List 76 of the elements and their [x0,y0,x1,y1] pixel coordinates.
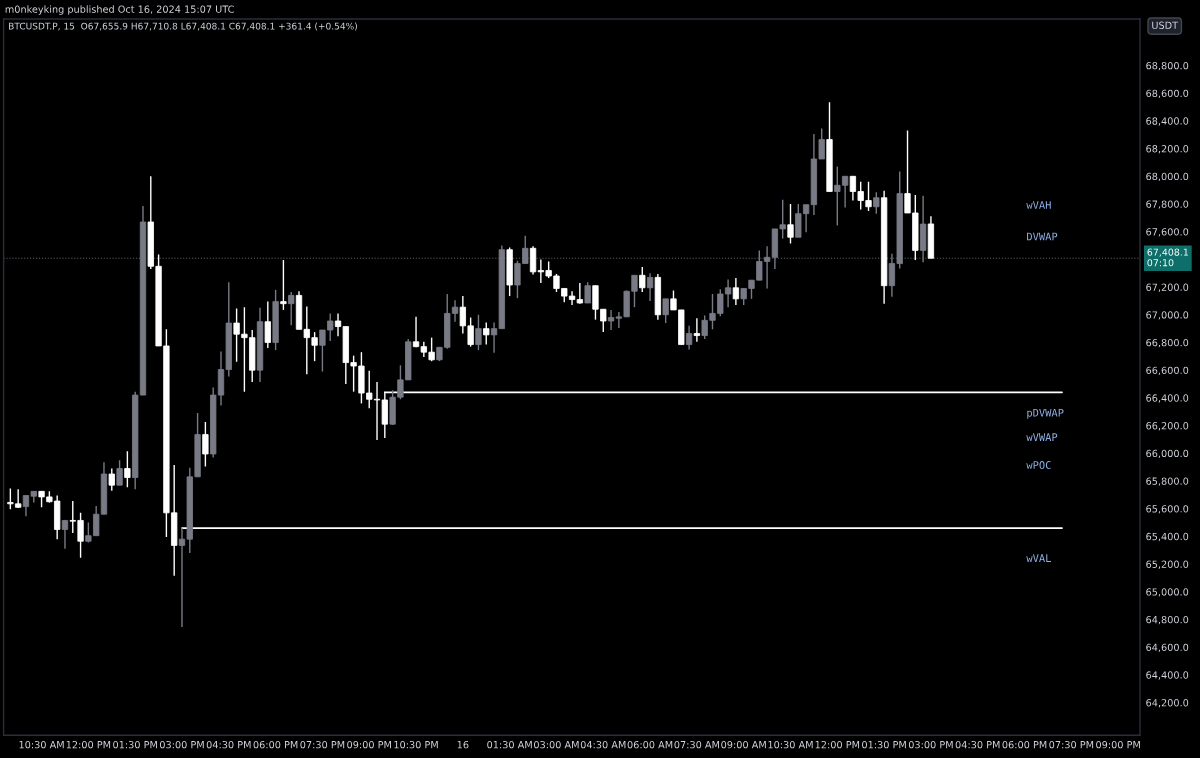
x-tick-label: 06:00 PM [253,740,298,749]
candlestick [280,259,287,311]
x-tick-label: 01:30 AM [487,740,532,749]
annotation: DVWAP [1027,232,1058,241]
y-tick-label: 64,200.0 [1146,699,1189,708]
y-tick-label: 65,000.0 [1146,588,1189,597]
y-tick-label: 66,400.0 [1146,394,1189,403]
y-tick-label: 68,000.0 [1146,172,1189,182]
x-tick-label: 10:30 PM [394,740,438,749]
candlestick [108,467,115,492]
candlestick [475,314,482,351]
y-tick-label: 66,800.0 [1146,338,1189,348]
candlestick [584,281,591,304]
annotation: wVWAP [1026,433,1058,441]
candlestick [873,191,880,215]
candlestick [639,266,646,293]
x-tick-label: 16 [457,740,469,749]
y-tick-label: 68,200.0 [1146,145,1189,154]
candlestick [116,459,123,486]
x-tick-label: 12:00 PM [815,740,860,749]
candlestick [288,291,295,326]
candlestick [732,277,740,306]
annotation: pDVWAP [1027,408,1064,419]
x-tick-label: 10:30 AM [768,740,813,749]
x-tick-label: 12:00 PM [66,740,111,749]
y-tick-label: 68,800.0 [1146,61,1189,71]
y-tick-label: 65,400.0 [1146,532,1189,542]
y-tick-label: 64,600.0 [1146,643,1189,652]
y-tick-label: 66,200.0 [1146,422,1189,431]
candlestick [662,298,669,324]
y-tick-label: 67,800.0 [1146,200,1189,209]
x-tick-label: 07:30 AM [674,740,720,749]
x-tick-label: 09:00 AM [721,740,766,749]
y-tick-label: 65,800.0 [1146,477,1189,486]
y-tick-label: 68,400.0 [1146,117,1189,126]
candlestick [61,519,69,550]
y-tick-label: 64,400.0 [1146,671,1189,680]
x-tick-label: 03:00 PM [908,740,953,749]
x-tick-label: 06:00 AM [627,740,673,749]
y-axis-title: USDT [1152,21,1179,29]
x-tick-label: 04:30 PM [955,740,1000,749]
candlestick [264,300,271,349]
y-tick-label: 66,600.0 [1146,366,1189,375]
x-tick-label: 04:30 AM [580,740,626,749]
x-tick-label: 01:30 PM [862,740,906,749]
y-tick-label: 67,200.0 [1146,283,1189,292]
annotation: wPOC [1026,461,1051,469]
candlestick [693,317,701,343]
y-tick-label: 65,600.0 [1146,505,1189,514]
candlestick [483,321,490,346]
chart-subtitle: BTCUSDT.P, 15 O67,655.9 H67,710.8 L67,408.1 C67,408.1 +361.4 (+0.54%) [9,22,357,31]
x-tick-label: 09:00 PM [1096,740,1140,749]
y-tick-label: 65,200.0 [1146,560,1189,569]
x-tick-label: 07:30 PM [1049,740,1094,749]
candlestick [124,450,131,488]
annotation: wVAH [1026,201,1051,209]
x-tick-label: 03:00 PM [159,740,204,749]
x-tick-label: 03:00 AM [534,740,579,749]
annotation: wVAL [1026,554,1051,562]
y-tick-label: 68,600.0 [1146,89,1189,99]
x-tick-label: 09:00 PM [347,740,391,749]
y-tick-label: 67,600.0 [1146,228,1189,237]
y-tick-label: 67,000.0 [1146,311,1189,320]
chart-title: m0nkeyking published Oct 16, 2024 15:07 UTC [5,5,234,15]
x-tick-label: 07:30 PM [300,740,345,749]
candlestick [646,272,654,302]
x-tick-label: 06:00 PM [1002,740,1047,749]
x-tick-label: 04:30 PM [206,740,251,749]
candlestick [202,421,209,468]
candlestick [685,325,693,351]
candlestick [787,203,794,245]
x-tick-label: 01:30 PM [113,740,157,749]
ref-line-label: 67,408.1 07:10 [1147,248,1188,267]
y-tick-label: 66,000.0 [1146,449,1189,459]
x-tick-label: 10:30 AM [19,740,64,749]
y-tick-label: 64,800.0 [1146,615,1189,625]
